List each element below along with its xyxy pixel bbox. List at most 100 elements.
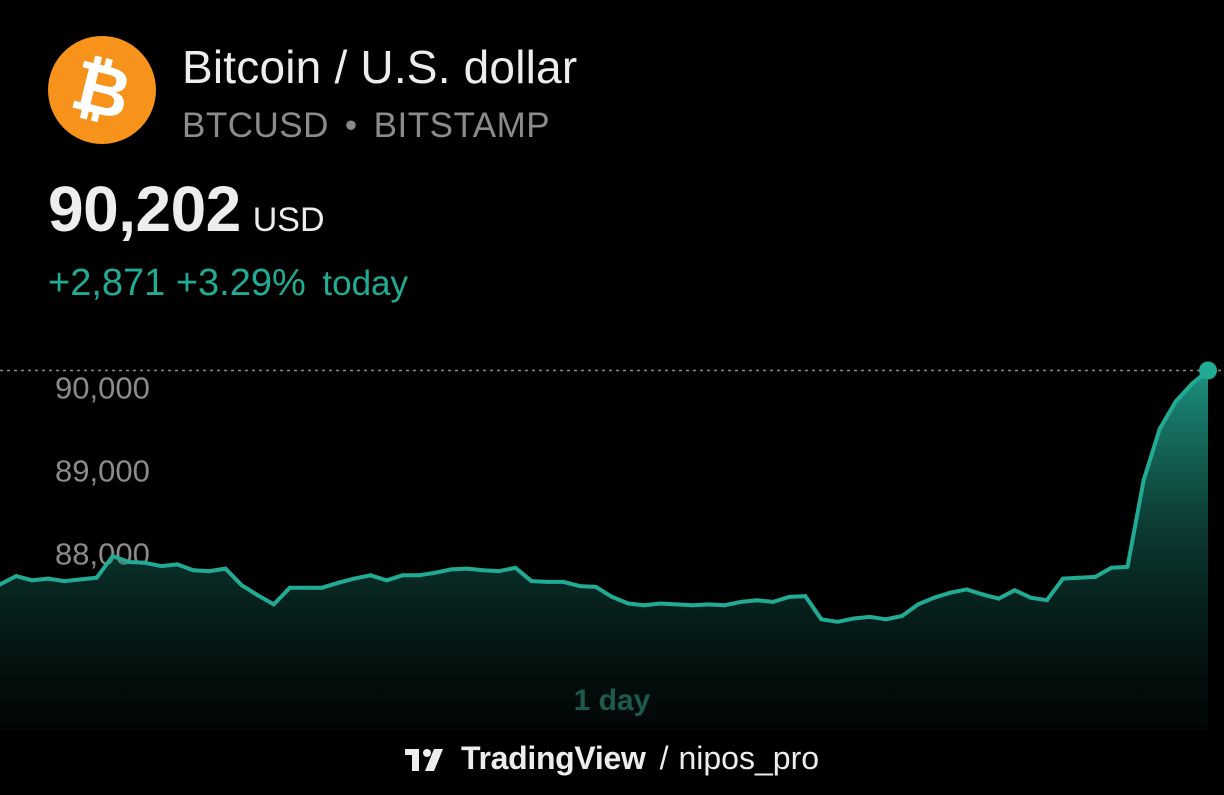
data-point — [610, 594, 615, 599]
data-point — [1061, 576, 1065, 581]
data-point — [529, 579, 534, 584]
data-point — [0, 582, 2, 587]
data-point — [803, 594, 808, 599]
tradingview-logo-icon — [404, 749, 443, 771]
price-row: 90,202 USD — [48, 172, 325, 246]
data-point — [674, 602, 679, 607]
data-point — [416, 573, 421, 578]
change-row: +2,871 +3.29% today — [48, 262, 408, 305]
y-tick-label: 89,000 — [55, 453, 150, 488]
data-point — [304, 585, 308, 590]
data-point — [175, 562, 180, 567]
data-point — [465, 566, 470, 571]
data-point — [239, 583, 244, 588]
data-point — [30, 578, 35, 583]
data-point — [497, 569, 502, 574]
data-point — [819, 617, 824, 622]
data-point — [771, 599, 776, 604]
data-point — [1077, 575, 1082, 580]
data-point — [1125, 564, 1130, 569]
data-point — [658, 601, 663, 606]
data-point — [46, 576, 51, 581]
data-point — [964, 587, 969, 592]
data-point — [1028, 595, 1033, 600]
data-point — [1141, 478, 1146, 483]
data-point — [400, 573, 405, 578]
data-point — [577, 584, 582, 589]
price-area-fill — [0, 370, 1208, 730]
change-period: today — [322, 264, 408, 303]
ticker-symbol: BTCUSD — [182, 106, 329, 145]
price-line — [0, 368, 1210, 624]
data-point — [561, 579, 566, 584]
data-point — [948, 590, 953, 595]
data-point — [14, 574, 19, 579]
data-point — [642, 603, 647, 608]
separator-dot: • — [344, 106, 358, 145]
data-point — [126, 560, 131, 564]
data-point — [996, 596, 1001, 601]
data-point — [593, 584, 598, 589]
period-label: 1 day — [574, 684, 651, 717]
data-point — [271, 602, 276, 607]
exchange-name: BITSTAMP — [373, 106, 551, 145]
change-absolute: +2,871 — [48, 262, 166, 304]
data-point — [449, 567, 453, 572]
data-point — [916, 602, 921, 607]
data-point — [320, 585, 325, 590]
brand-name: TradingView — [460, 740, 646, 776]
data-point — [867, 614, 872, 619]
data-point — [336, 580, 341, 585]
data-point — [1012, 588, 1017, 593]
data-point — [513, 565, 518, 570]
data-point — [223, 566, 228, 571]
data-point — [352, 576, 357, 581]
data-point — [62, 579, 67, 584]
data-point — [432, 570, 437, 575]
data-point — [980, 592, 985, 597]
data-point — [143, 560, 147, 565]
data-point — [255, 593, 260, 598]
data-point — [626, 601, 631, 606]
footer-slash: / — [659, 740, 669, 776]
data-point — [207, 569, 212, 574]
data-point — [368, 573, 373, 578]
data-point — [287, 585, 292, 590]
last-price-dot — [1199, 361, 1217, 380]
data-point — [738, 599, 743, 604]
footer-attribution: TradingView / nipos_pro — [0, 740, 1224, 777]
data-point — [78, 577, 83, 582]
y-tick-label: 90,000 — [55, 370, 150, 405]
data-point — [755, 598, 759, 603]
data-point — [722, 603, 727, 608]
data-point — [1173, 399, 1178, 404]
data-point — [110, 554, 115, 559]
symbol-title: Bitcoin / U.S. dollar — [182, 41, 578, 93]
data-point — [191, 568, 196, 573]
data-point — [545, 579, 550, 584]
currency-label: USD — [252, 201, 325, 239]
data-point — [1093, 574, 1098, 579]
bitcoin-logo-icon: ₿ — [48, 36, 156, 144]
change-percent: +3.29% — [175, 262, 306, 304]
data-point — [932, 595, 937, 600]
current-price: 90,202 — [48, 173, 241, 245]
data-point — [1157, 426, 1162, 431]
data-point — [787, 594, 792, 599]
bitcoin-glyph: ₿ — [64, 43, 140, 137]
data-point — [159, 564, 164, 569]
data-point — [384, 578, 389, 583]
data-point — [900, 614, 904, 618]
data-point — [883, 617, 888, 622]
data-point — [1044, 598, 1049, 603]
data-point — [706, 602, 711, 607]
data-point — [851, 616, 856, 621]
data-point — [835, 619, 840, 624]
data-point — [94, 575, 99, 580]
data-point — [1109, 565, 1114, 570]
data-point — [690, 603, 695, 608]
data-point — [1189, 381, 1194, 386]
author-name: nipos_pro — [678, 740, 820, 776]
symbol-subline: BTCUSD • BITSTAMP — [182, 106, 550, 146]
